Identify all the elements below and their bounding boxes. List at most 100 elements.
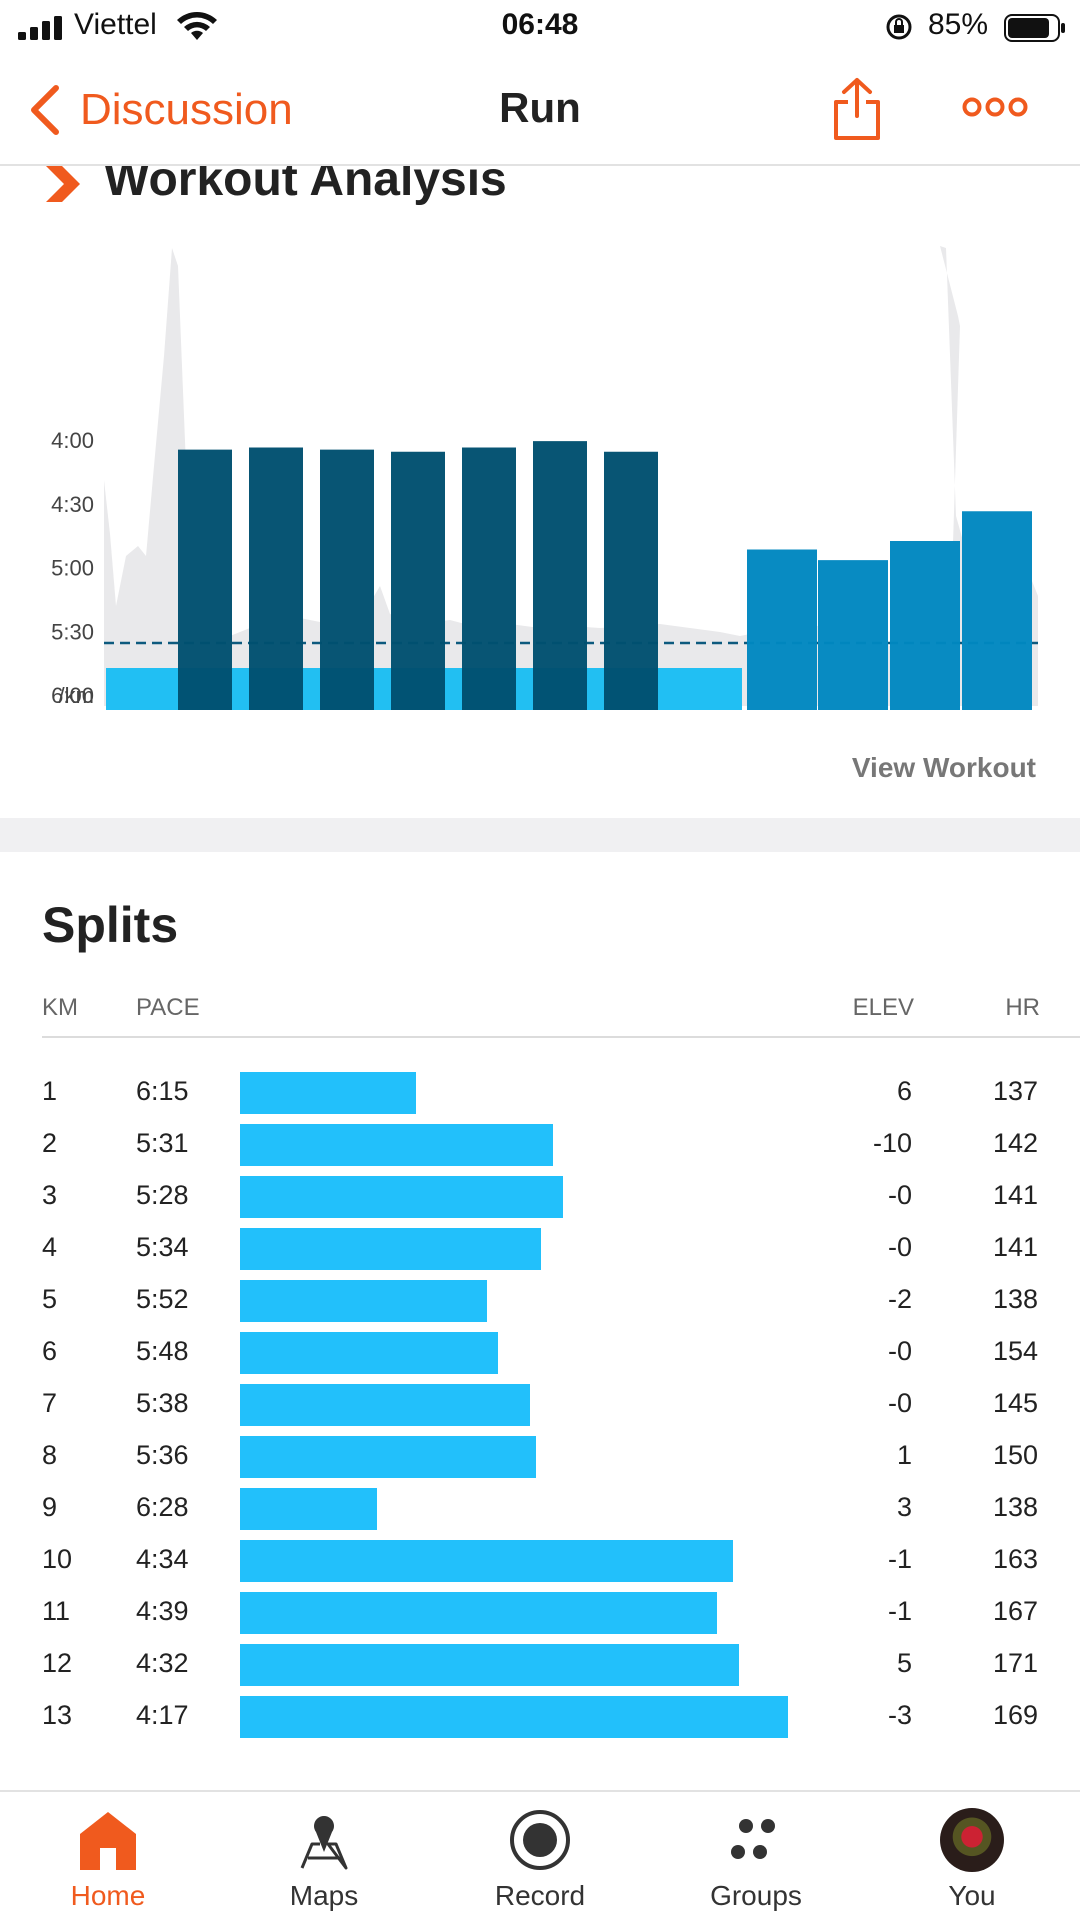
split-pace: 5:28: [136, 1180, 189, 1210]
split-elev: -3: [887, 1700, 912, 1730]
split-km: 11: [42, 1596, 71, 1626]
split-pace-bar: [240, 1228, 541, 1270]
split-pace: 4:32: [136, 1648, 189, 1678]
pace-chart[interactable]: 4:00 4:30 5:00 5:30 6:00/km: [0, 166, 1080, 766]
split-pace: 5:38: [136, 1388, 189, 1418]
header-pace: PACE: [136, 994, 200, 1021]
split-row: 6 5:48 -0 154: [42, 1326, 1038, 1378]
groups-icon: [731, 1819, 775, 1859]
back-button[interactable]: Discussion: [28, 82, 293, 138]
tab-maps[interactable]: Maps: [216, 1792, 432, 1920]
workout-analysis-title: Workout Analysis: [104, 166, 507, 206]
split-elev: -2: [887, 1284, 912, 1314]
tab-groups[interactable]: Groups: [648, 1792, 864, 1920]
split-elev: -0: [887, 1336, 912, 1366]
split-pace-bar: [240, 1436, 536, 1478]
split-pace: 5:52: [136, 1284, 189, 1314]
split-elev: -0: [887, 1232, 912, 1262]
battery-icon: [1004, 14, 1065, 42]
section-divider: [0, 818, 1080, 852]
status-bar: Viettel 06:48 85%: [0, 0, 1080, 54]
workout-analysis-chevron-icon: [46, 166, 80, 202]
split-pace: 6:15: [136, 1076, 189, 1106]
share-icon[interactable]: [832, 76, 882, 142]
tab-you[interactable]: You: [864, 1792, 1080, 1920]
tab-label: Maps: [289, 1880, 359, 1911]
signal-icon: [18, 16, 62, 40]
record-icon: [510, 1810, 570, 1870]
pace-bar: [320, 449, 374, 710]
split-elev: 5: [896, 1648, 912, 1678]
split-km: 2: [42, 1128, 58, 1158]
workout-analysis-section: Workout Analysis 4:00 4:30 5:00 5:30 6:00/km…: [0, 166, 1080, 818]
tab-record[interactable]: Record: [432, 1792, 648, 1920]
tab-label: Record: [494, 1880, 586, 1911]
pace-bar: [660, 668, 742, 710]
tab-home[interactable]: Home: [0, 1792, 216, 1920]
split-row: 7 5:38 -0 145: [42, 1378, 1038, 1430]
carrier-name: Viettel: [74, 8, 157, 41]
tab-label: Home: [70, 1880, 146, 1911]
view-workout-link[interactable]: View Workout: [851, 752, 1036, 783]
y-tick-label: 4:00: [51, 428, 94, 453]
split-hr: 138: [992, 1284, 1038, 1314]
split-pace-bar: [240, 1332, 498, 1374]
y-tick-label: 4:30: [51, 492, 94, 517]
split-hr: 150: [992, 1440, 1038, 1470]
pace-bar: [391, 451, 445, 710]
split-hr: 163: [992, 1544, 1038, 1574]
split-pace-bar: [240, 1540, 733, 1582]
pace-bar: [962, 511, 1032, 710]
splits-header: KM PACE ELEV HR: [42, 994, 1080, 1038]
y-tick-label: /km: [59, 683, 94, 708]
split-km: 10: [42, 1544, 73, 1574]
clock: 06:48: [501, 8, 579, 41]
pace-bar: [533, 441, 587, 710]
split-pace: 4:34: [136, 1544, 189, 1574]
more-icon[interactable]: [962, 94, 1028, 120]
splits-list: 1 6:15 6 137 2 5:31 -10 142 3 5:28 -0 141 4 5:34 -0 141…: [42, 1066, 1038, 1742]
splits-title: Splits: [42, 897, 179, 953]
split-km: 9: [42, 1492, 58, 1522]
split-pace-bar: [240, 1592, 717, 1634]
split-pace: 5:48: [136, 1336, 189, 1366]
pace-bar: [106, 668, 176, 710]
header-km: KM: [42, 994, 78, 1021]
split-hr: 137: [992, 1076, 1038, 1106]
tab-label: You: [948, 1880, 996, 1911]
split-hr: 138: [992, 1492, 1038, 1522]
split-km: 8: [42, 1440, 58, 1470]
split-pace: 5:31: [136, 1128, 189, 1158]
back-button-label: Discussion: [80, 85, 293, 134]
split-km: 12: [42, 1648, 73, 1678]
header-hr: HR: [1005, 994, 1040, 1021]
split-elev: -1: [887, 1596, 912, 1626]
split-pace-bar: [240, 1488, 377, 1530]
split-pace-bar: [240, 1280, 487, 1322]
split-elev: -10: [872, 1128, 912, 1158]
split-row: 2 5:31 -10 142: [42, 1118, 1038, 1170]
split-row: 5 5:52 -2 138: [42, 1274, 1038, 1326]
pace-bar: [249, 447, 303, 710]
split-hr: 171: [992, 1648, 1038, 1678]
map-pin-icon: [300, 1816, 348, 1870]
split-row: 4 5:34 -0 141: [42, 1222, 1038, 1274]
avatar: [940, 1808, 1004, 1872]
home-icon: [80, 1812, 136, 1870]
y-tick-label: 5:30: [51, 619, 94, 644]
split-km: 3: [42, 1180, 58, 1210]
pace-bar: [747, 549, 817, 710]
split-row: 10 4:34 -1 163: [42, 1534, 1038, 1586]
split-elev: -0: [887, 1180, 912, 1210]
split-pace: 5:36: [136, 1440, 189, 1470]
split-row: 11 4:39 -1 167: [42, 1586, 1038, 1638]
split-pace-bar: [240, 1696, 788, 1738]
split-elev: -0: [887, 1388, 912, 1418]
split-hr: 169: [992, 1700, 1038, 1730]
split-row: 9 6:28 3 138: [42, 1482, 1038, 1534]
split-hr: 167: [992, 1596, 1038, 1626]
split-elev: 3: [896, 1492, 912, 1522]
tab-bar: Home Maps Record Groups You: [0, 1790, 1080, 1920]
rotation-lock-icon: [886, 14, 912, 40]
split-km: 6: [42, 1336, 58, 1366]
